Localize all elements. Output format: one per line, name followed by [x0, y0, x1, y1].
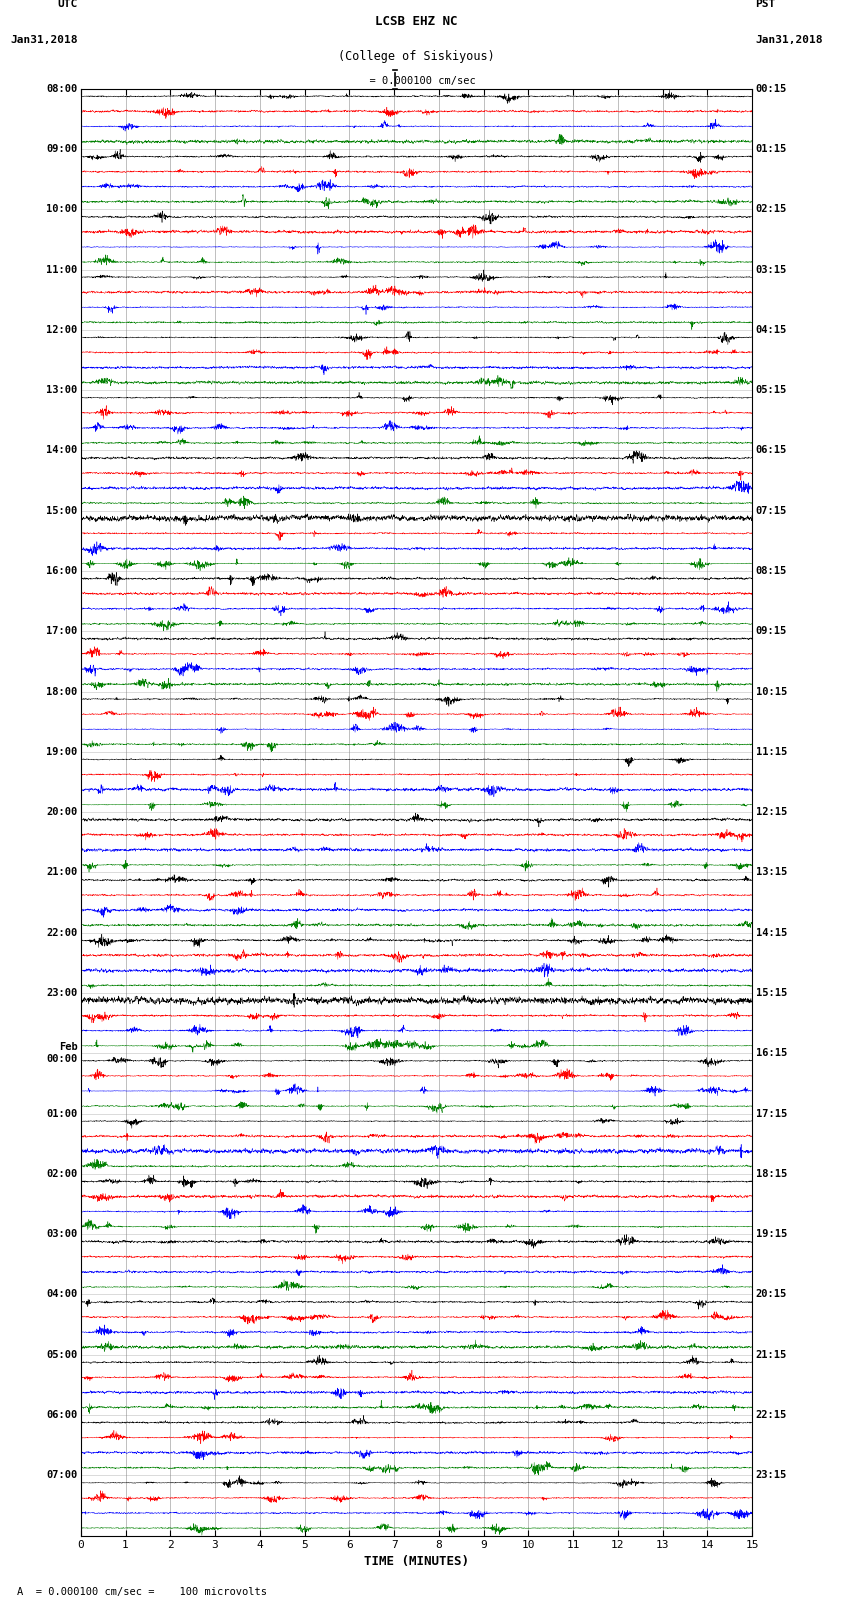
Text: (College of Siskiyous): (College of Siskiyous)	[338, 50, 495, 63]
Text: 15:15: 15:15	[756, 989, 787, 998]
Text: 10:15: 10:15	[756, 687, 787, 697]
Text: 23:15: 23:15	[756, 1471, 787, 1481]
Text: 12:15: 12:15	[756, 806, 787, 818]
Text: 17:00: 17:00	[46, 626, 77, 636]
Text: 20:15: 20:15	[756, 1289, 787, 1300]
Text: 09:15: 09:15	[756, 626, 787, 636]
Text: 19:15: 19:15	[756, 1229, 787, 1239]
Text: 15:00: 15:00	[46, 506, 77, 516]
Text: UTC: UTC	[57, 0, 77, 10]
Text: 19:00: 19:00	[46, 747, 77, 756]
Text: Feb
00:00: Feb 00:00	[46, 1042, 77, 1065]
Text: 06:15: 06:15	[756, 445, 787, 455]
X-axis label: TIME (MINUTES): TIME (MINUTES)	[364, 1555, 469, 1568]
Text: 05:00: 05:00	[46, 1350, 77, 1360]
Text: 13:00: 13:00	[46, 386, 77, 395]
Text: 03:15: 03:15	[756, 265, 787, 274]
Text: = 0.000100 cm/sec: = 0.000100 cm/sec	[357, 76, 476, 85]
Text: 07:15: 07:15	[756, 506, 787, 516]
Text: 02:00: 02:00	[46, 1169, 77, 1179]
Text: 21:15: 21:15	[756, 1350, 787, 1360]
Text: 17:15: 17:15	[756, 1108, 787, 1118]
Text: 03:00: 03:00	[46, 1229, 77, 1239]
Text: 23:00: 23:00	[46, 989, 77, 998]
Text: Jan31,2018: Jan31,2018	[10, 35, 77, 45]
Text: 10:00: 10:00	[46, 205, 77, 215]
Text: 18:15: 18:15	[756, 1169, 787, 1179]
Text: LCSB EHZ NC: LCSB EHZ NC	[375, 15, 458, 27]
Text: 01:15: 01:15	[756, 144, 787, 153]
Text: 02:15: 02:15	[756, 205, 787, 215]
Text: 05:15: 05:15	[756, 386, 787, 395]
Text: 04:00: 04:00	[46, 1289, 77, 1300]
Text: 11:15: 11:15	[756, 747, 787, 756]
Text: Jan31,2018: Jan31,2018	[756, 35, 823, 45]
Text: 08:15: 08:15	[756, 566, 787, 576]
Text: 01:00: 01:00	[46, 1108, 77, 1118]
Text: 20:00: 20:00	[46, 806, 77, 818]
Text: 08:00: 08:00	[46, 84, 77, 94]
Text: 21:00: 21:00	[46, 868, 77, 877]
Text: A  = 0.000100 cm/sec =    100 microvolts: A = 0.000100 cm/sec = 100 microvolts	[17, 1587, 267, 1597]
Text: PST: PST	[756, 0, 776, 10]
Text: 18:00: 18:00	[46, 687, 77, 697]
Text: 22:00: 22:00	[46, 927, 77, 937]
Text: 13:15: 13:15	[756, 868, 787, 877]
Text: 09:00: 09:00	[46, 144, 77, 153]
Text: 04:15: 04:15	[756, 324, 787, 336]
Text: 06:00: 06:00	[46, 1410, 77, 1419]
Text: 22:15: 22:15	[756, 1410, 787, 1419]
Text: 12:00: 12:00	[46, 324, 77, 336]
Text: 16:00: 16:00	[46, 566, 77, 576]
Text: 14:15: 14:15	[756, 927, 787, 937]
Text: 00:15: 00:15	[756, 84, 787, 94]
Text: 11:00: 11:00	[46, 265, 77, 274]
Text: 07:00: 07:00	[46, 1471, 77, 1481]
Text: 16:15: 16:15	[756, 1048, 787, 1058]
Text: 14:00: 14:00	[46, 445, 77, 455]
